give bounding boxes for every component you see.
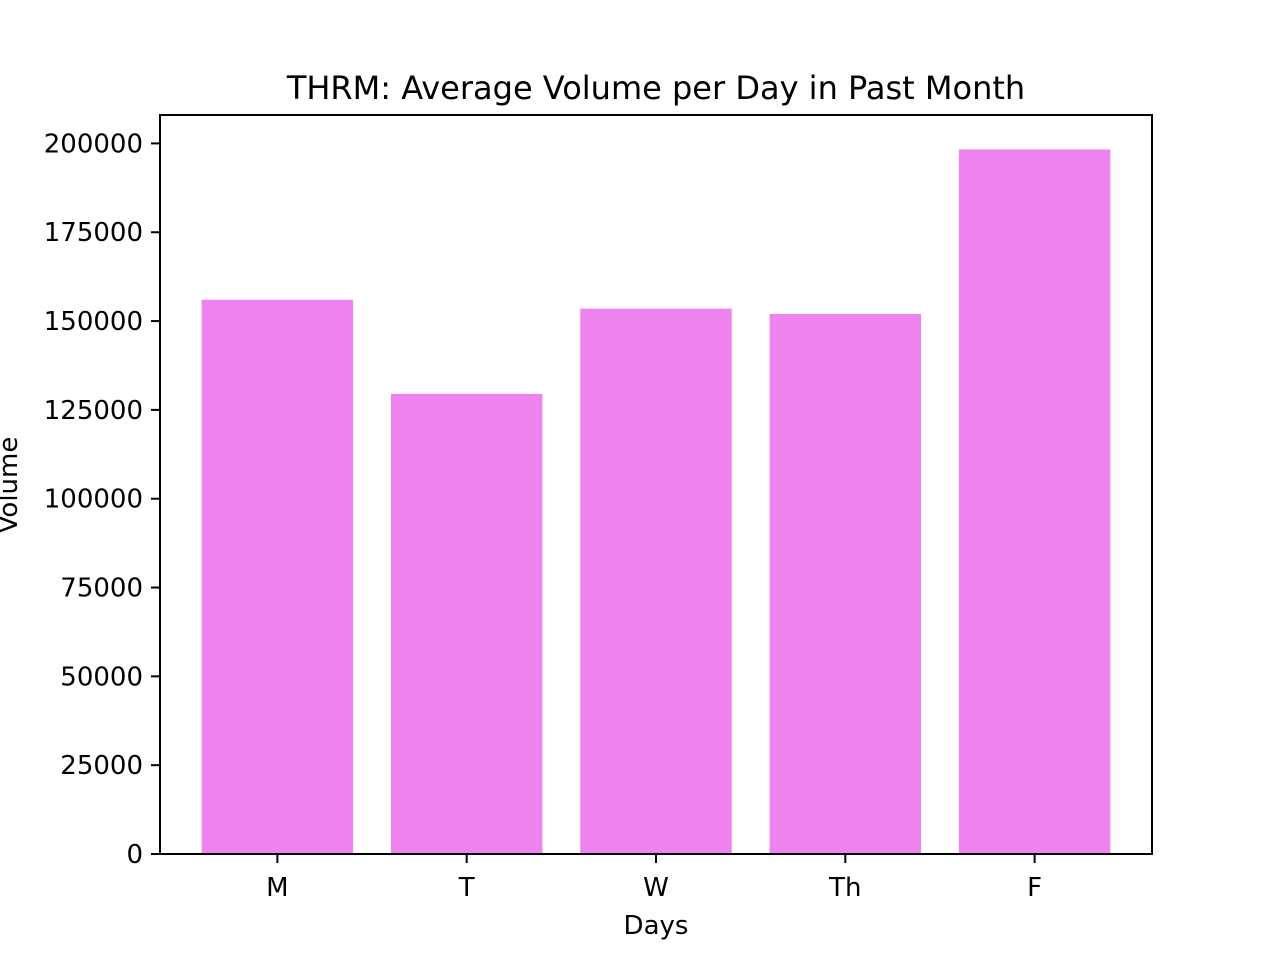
y-tick-label: 50000 — [60, 662, 143, 692]
y-tick-label: 75000 — [60, 574, 143, 604]
y-tick-label: 200000 — [44, 129, 143, 159]
x-tick-label: F — [1027, 873, 1042, 903]
bar-th — [769, 313, 922, 854]
y-tick-label: 100000 — [44, 485, 143, 515]
y-tick-label: 125000 — [44, 396, 143, 426]
x-axis-label: Days — [624, 911, 689, 941]
bar-t — [390, 393, 543, 854]
x-tick-label: Th — [828, 873, 861, 903]
y-tick-label: 25000 — [60, 751, 143, 781]
y-tick-label: 0 — [126, 840, 143, 870]
bar-m — [201, 299, 354, 854]
x-axis-ticks: M T W Th F — [266, 854, 1042, 903]
bar-f — [958, 149, 1111, 854]
y-tick-label: 150000 — [44, 307, 143, 337]
x-tick-label: M — [266, 873, 288, 903]
bars-group — [201, 149, 1111, 854]
plot-area-frame — [159, 114, 1153, 855]
bar-w — [580, 308, 732, 854]
chart-title: THRM: Average Volume per Day in Past Mon… — [286, 69, 1025, 107]
x-tick-label: W — [643, 873, 669, 903]
x-tick-label: T — [458, 873, 475, 903]
y-tick-label: 175000 — [44, 218, 143, 248]
y-axis-ticks: 0 25000 50000 75000 100000 125000 150000 175000… — [44, 129, 160, 870]
y-axis-label: Volume — [0, 437, 24, 534]
